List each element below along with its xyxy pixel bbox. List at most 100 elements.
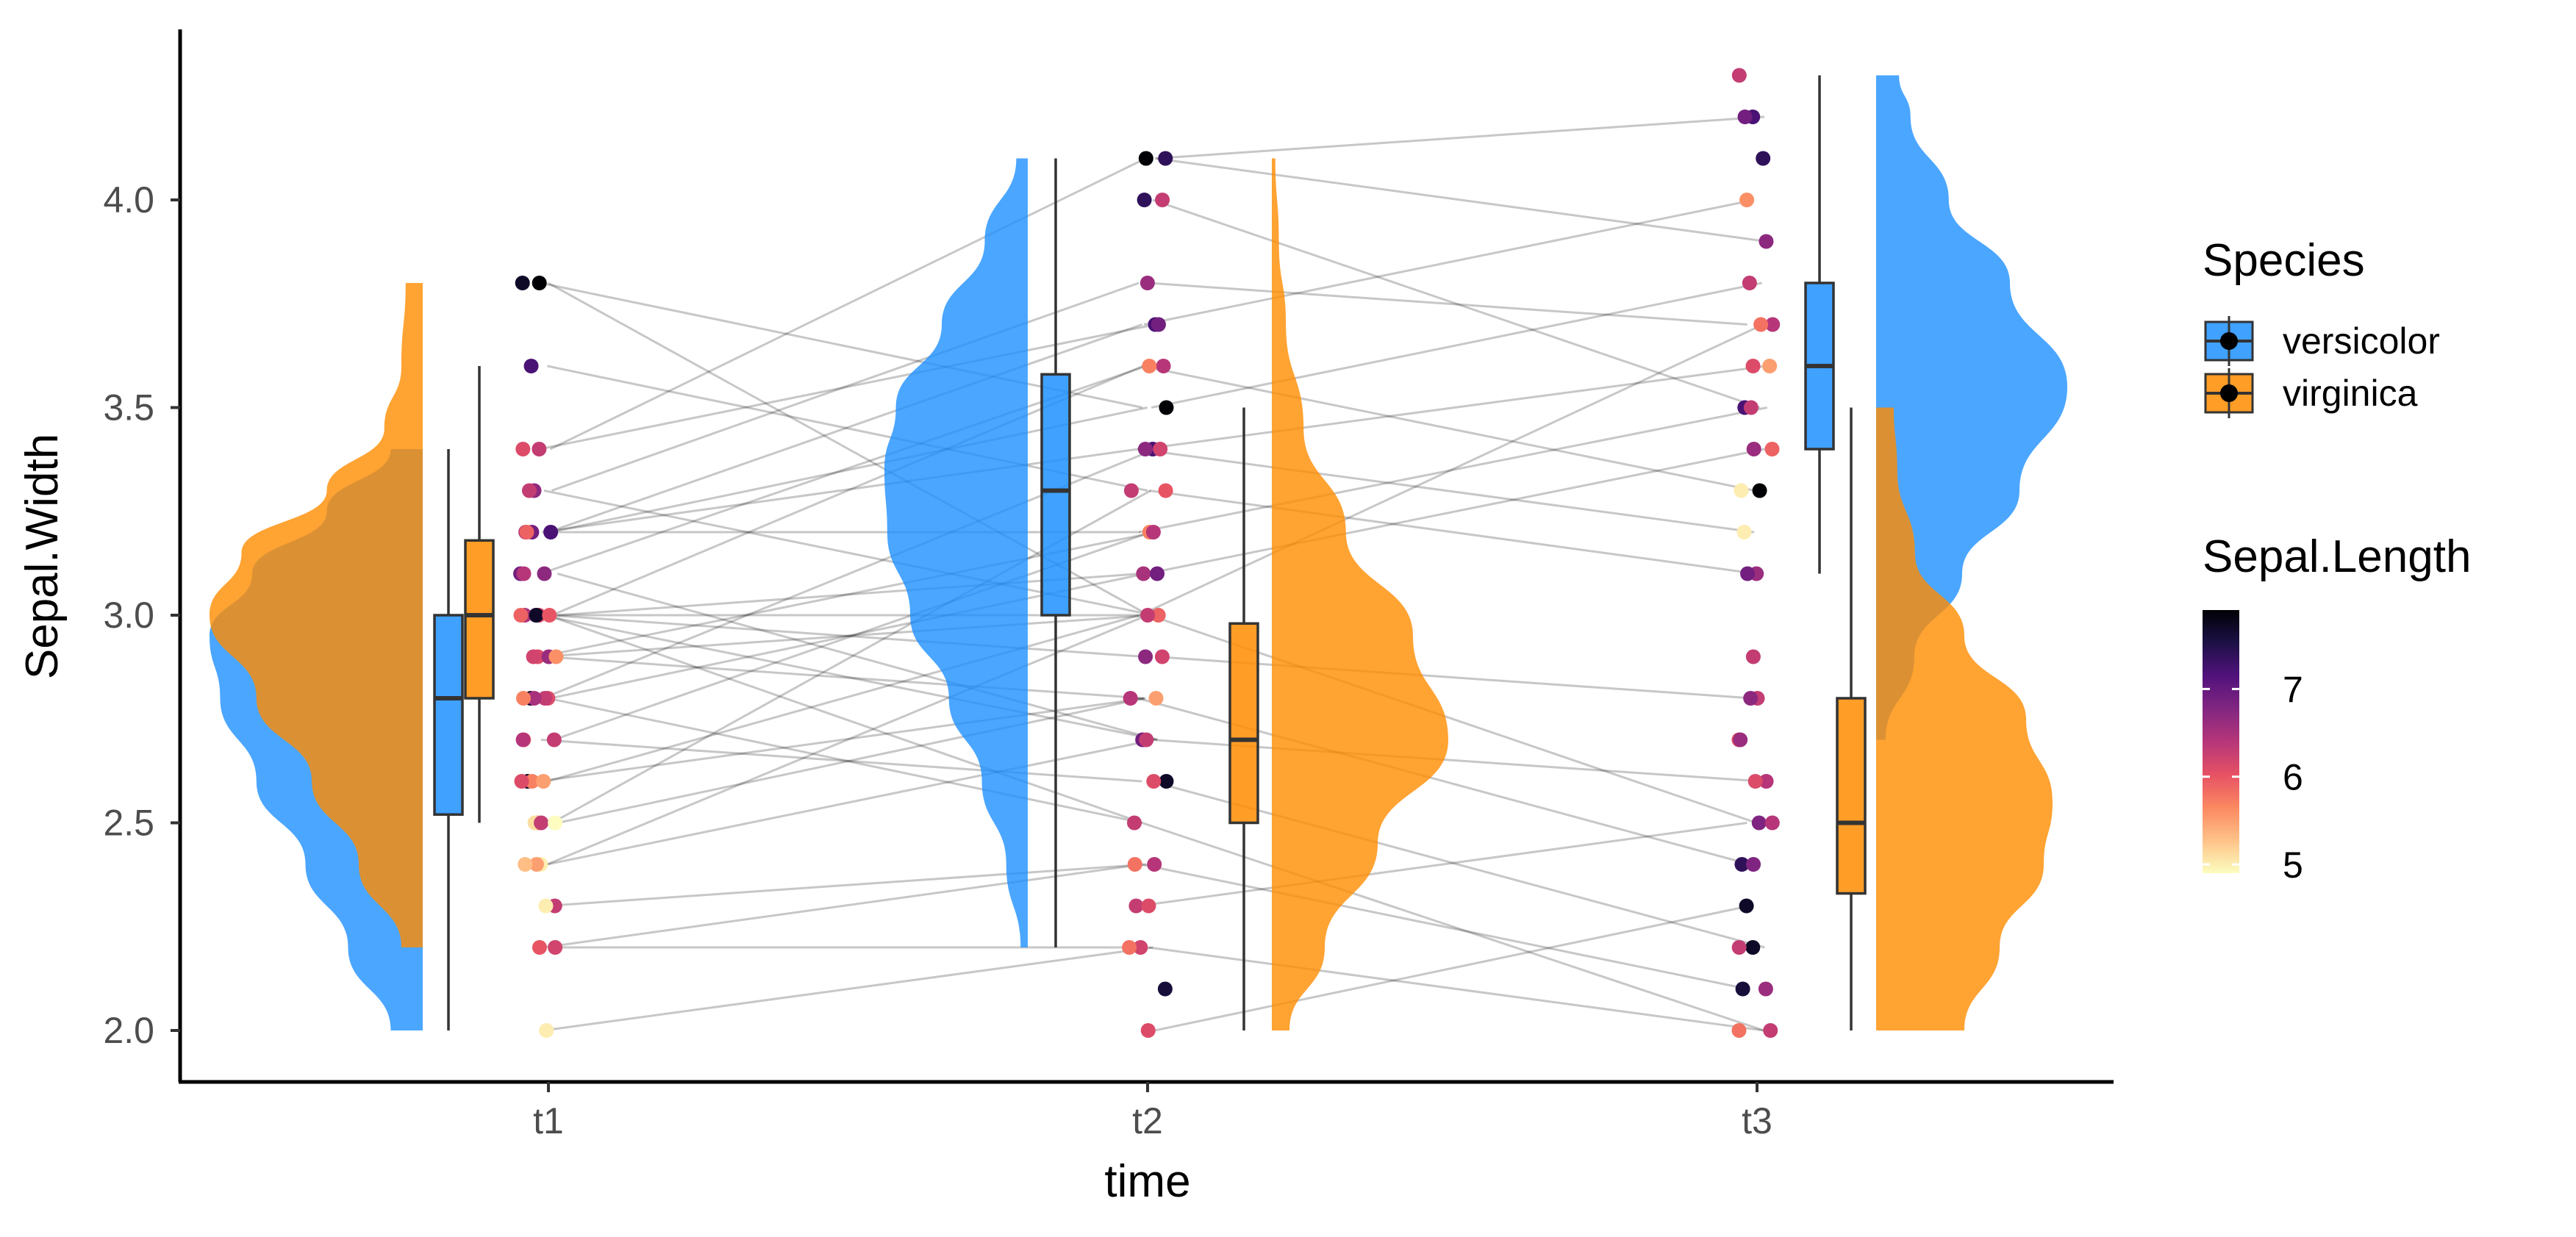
box bbox=[1836, 697, 1867, 895]
boxplot-t3-virginica bbox=[1836, 407, 1867, 1030]
data-point bbox=[1137, 193, 1152, 207]
colorbar-tick-label: 7 bbox=[2283, 669, 2303, 710]
data-point bbox=[1743, 691, 1759, 706]
data-point bbox=[1731, 1023, 1747, 1038]
data-point bbox=[1747, 774, 1763, 789]
subject-line bbox=[551, 282, 1139, 492]
data-point bbox=[529, 857, 544, 872]
data-point bbox=[1158, 151, 1173, 166]
colorbar-tick-label: 5 bbox=[2283, 845, 2303, 886]
subject-line bbox=[1149, 490, 1756, 575]
data-point bbox=[518, 857, 533, 872]
data-point bbox=[1756, 151, 1771, 166]
data-point bbox=[546, 732, 562, 747]
subject-line bbox=[540, 739, 1142, 783]
data-point bbox=[1745, 940, 1761, 955]
legend-key-point bbox=[2220, 384, 2238, 402]
data-point bbox=[1765, 317, 1781, 332]
data-point bbox=[1759, 234, 1774, 249]
data-point bbox=[1751, 815, 1767, 831]
box bbox=[433, 614, 464, 816]
data-point bbox=[1127, 815, 1142, 831]
data-point bbox=[1147, 857, 1162, 872]
subject-line bbox=[539, 697, 1146, 783]
y-tick-label: 3.5 bbox=[103, 387, 154, 429]
data-point bbox=[1764, 442, 1780, 456]
data-point bbox=[532, 940, 547, 955]
data-point bbox=[1762, 359, 1778, 373]
data-point bbox=[1146, 774, 1162, 789]
data-point bbox=[1133, 940, 1148, 955]
subject-line bbox=[543, 946, 1153, 1032]
subject-line bbox=[1146, 448, 1765, 575]
y-tick-label: 4.0 bbox=[103, 179, 154, 220]
subject-line bbox=[546, 614, 1148, 866]
data-point bbox=[534, 815, 549, 831]
data-point bbox=[1737, 110, 1753, 124]
data-point bbox=[1123, 691, 1138, 706]
data-point bbox=[1123, 483, 1139, 498]
data-point bbox=[526, 691, 542, 706]
density-cloud-t2-virginica bbox=[1272, 158, 1448, 1030]
data-point bbox=[1746, 857, 1761, 872]
data-point bbox=[513, 608, 529, 623]
data-point bbox=[1151, 317, 1166, 332]
x-tick-label: t3 bbox=[1742, 1100, 1772, 1141]
subject-line bbox=[1139, 822, 1747, 907]
data-point bbox=[1138, 151, 1153, 166]
species-legend-keys bbox=[2204, 316, 2254, 418]
colorbar-ticks: 5 6 7 bbox=[2203, 669, 2303, 886]
legend-key-virginica bbox=[2204, 368, 2254, 418]
data-point bbox=[515, 442, 531, 456]
data-point bbox=[537, 691, 553, 706]
density-clouds bbox=[210, 75, 2067, 1030]
data-point bbox=[1136, 566, 1151, 581]
subject-line bbox=[1151, 282, 1762, 409]
data-point bbox=[538, 898, 554, 914]
density-cloud-t3-virginica bbox=[1876, 407, 2053, 1030]
data-point bbox=[1746, 442, 1761, 456]
density-cloud-t1-virginica bbox=[210, 283, 423, 947]
data-point bbox=[515, 276, 530, 290]
box bbox=[1040, 373, 1071, 617]
data-point bbox=[1157, 981, 1173, 997]
data-point bbox=[542, 608, 557, 623]
legend-key-point bbox=[2220, 332, 2238, 350]
subject-line bbox=[541, 448, 1139, 534]
data-point bbox=[1139, 732, 1154, 747]
data-point bbox=[1156, 359, 1171, 373]
data-point bbox=[548, 940, 563, 955]
boxplot-t1-versicolor bbox=[433, 449, 464, 1030]
subject-line bbox=[557, 697, 1145, 824]
data-point bbox=[1734, 483, 1749, 498]
data-point bbox=[524, 774, 540, 789]
data-point bbox=[1141, 898, 1156, 914]
y-tick-label: 2.5 bbox=[103, 803, 154, 844]
subject-line bbox=[543, 863, 1142, 949]
legend-key-versicolor bbox=[2204, 316, 2254, 366]
subject-line bbox=[547, 863, 1147, 907]
subject-line bbox=[1148, 282, 1747, 326]
subject-line bbox=[546, 739, 1155, 866]
subject-line bbox=[1156, 115, 1765, 159]
subject-line bbox=[1142, 365, 1767, 451]
data-point bbox=[1759, 774, 1774, 789]
data-point bbox=[1137, 442, 1153, 456]
data-point bbox=[1127, 857, 1142, 872]
data-point bbox=[1758, 981, 1773, 997]
subject-line bbox=[1137, 448, 1755, 534]
density-cloud-t2-versicolor bbox=[884, 158, 1028, 947]
box bbox=[1228, 622, 1259, 825]
data-point bbox=[523, 359, 539, 373]
data-point bbox=[1736, 525, 1752, 539]
data-point bbox=[1742, 276, 1757, 290]
data-point bbox=[1731, 940, 1747, 955]
data-point bbox=[537, 566, 552, 581]
data-point bbox=[532, 442, 547, 456]
subject-line bbox=[1141, 822, 1764, 1032]
subject-line bbox=[1143, 198, 1755, 326]
data-point bbox=[1159, 774, 1174, 789]
data-point bbox=[1139, 276, 1155, 290]
boxplot-t2-virginica bbox=[1228, 407, 1259, 1030]
data-point bbox=[1733, 732, 1748, 747]
